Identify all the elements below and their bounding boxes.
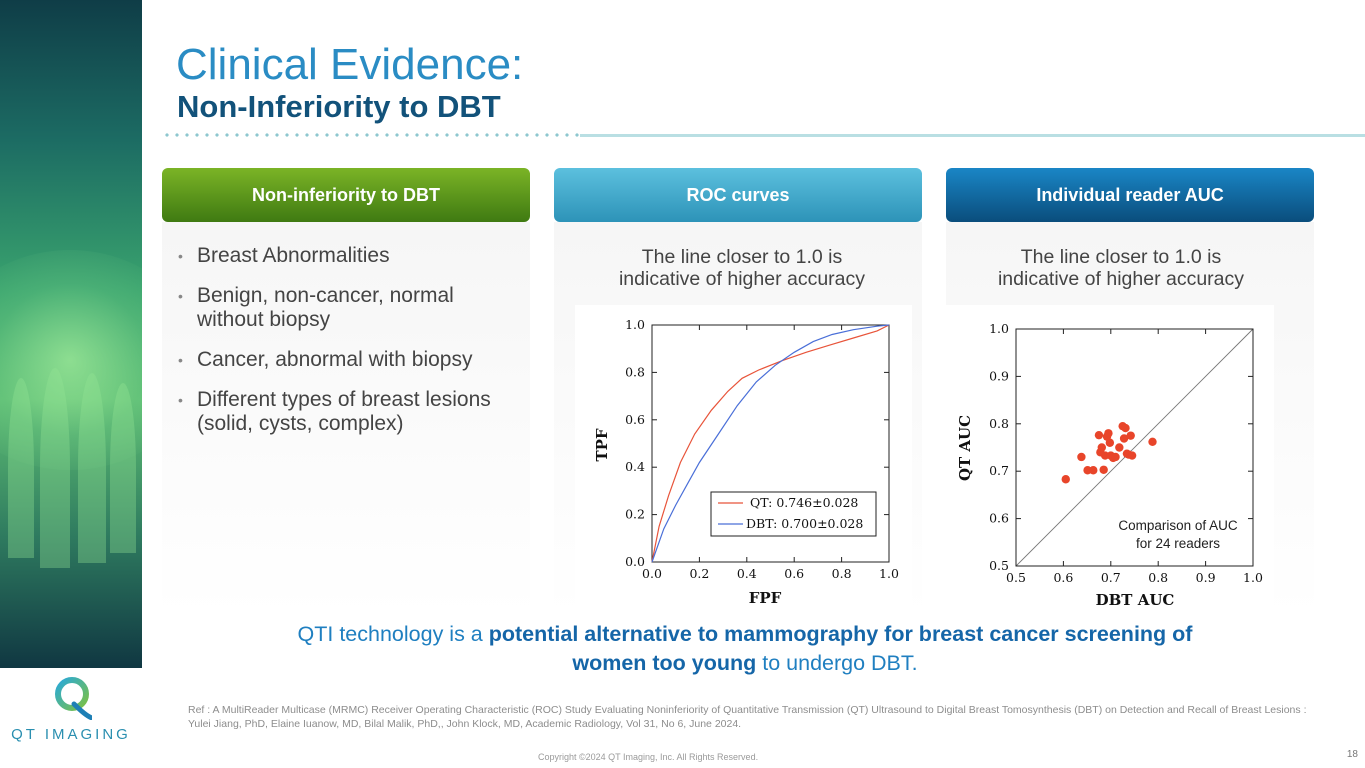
auc-y-tick-label: 1.0 xyxy=(989,321,1009,336)
roc-x-tick-label: 1.0 xyxy=(879,566,899,581)
roc-y-label: TPF xyxy=(593,428,611,461)
reader-auc-point xyxy=(1126,431,1135,440)
reader-auc-point xyxy=(1061,475,1070,484)
roc-legend-dbt: DBT: 0.700±0.028 xyxy=(746,516,863,531)
reader-auc-point xyxy=(1099,465,1108,474)
reader-auc-point xyxy=(1121,423,1130,433)
reader-auc-point xyxy=(1097,443,1106,452)
roc-x-tick-label: 0.2 xyxy=(689,566,709,581)
dotted-divider xyxy=(162,132,582,138)
roc-legend-qt: QT: 0.746±0.028 xyxy=(750,495,858,510)
roc-y-tick-label: 1.0 xyxy=(625,317,645,332)
roc-legend-box xyxy=(710,491,877,537)
reader-auc-point xyxy=(1094,430,1104,440)
page-title: Clinical Evidence: xyxy=(176,40,524,89)
roc-series-qt xyxy=(651,324,890,563)
reader-auc-point xyxy=(1104,429,1113,438)
title-rule xyxy=(580,134,1365,137)
auc-x-tick-label: 0.7 xyxy=(1101,570,1121,585)
bullet-item: • Cancer, abnormal with biopsy xyxy=(178,348,473,371)
reader-auc-point xyxy=(1115,443,1124,452)
column-header-non-inferiority: Non-inferiority to DBT xyxy=(162,168,530,222)
auc-y-label: QT AUC xyxy=(956,415,974,481)
company-logo: QT IMAGING xyxy=(0,668,142,768)
panel-non-inferiority xyxy=(162,222,530,617)
auc-x-tick-label: 0.9 xyxy=(1196,570,1216,585)
roc-y-tick-label: 0.8 xyxy=(625,364,645,379)
reader-auc-chart: 0.5 0.6 0.7 0.8 0.9 1.0 0.5 0.6 0.7 0.8 0.9 1.0 Com… xyxy=(946,305,1274,613)
bullet-list: • Breast Abnormalities • Benign, non-cance… xyxy=(176,244,526,452)
auc-y-tick-label: 0.9 xyxy=(989,368,1009,383)
reader-auc-point xyxy=(1077,452,1086,462)
roc-y-tick-label: 0.0 xyxy=(625,554,645,569)
reader-auc-point xyxy=(1089,466,1098,475)
reader-auc-point xyxy=(1127,451,1137,460)
reader-auc-chart-svg: 0.5 0.6 0.7 0.8 0.9 1.0 0.5 0.6 0.7 0.8 0.9 1.0 Com… xyxy=(956,321,1263,609)
copyright-notice: Copyright ©2024 QT Imaging, Inc. All Rig… xyxy=(538,752,759,762)
key-statement: QTI technology is a potential alternativ… xyxy=(297,622,1193,675)
reader-auc-point xyxy=(1105,438,1115,447)
reader-auc-point xyxy=(1119,434,1129,443)
auc-x-tick-label: 0.6 xyxy=(1053,570,1073,585)
auc-x-tick-label: 0.8 xyxy=(1148,570,1168,585)
auc-reference-line xyxy=(1015,328,1254,567)
roc-y-tick-label: 0.4 xyxy=(625,459,645,474)
roc-y-tick-label: 0.2 xyxy=(625,507,645,522)
roc-x-tick-label: 0.0 xyxy=(642,566,662,581)
column-header-reader-auc: Individual reader AUC xyxy=(946,168,1314,222)
page-number: 18 xyxy=(1346,749,1358,760)
auc-x-tick-label: 1.0 xyxy=(1243,570,1263,585)
roc-chart-svg: 0.0 0.2 0.4 0.6 0.8 1.0 0.0 0.2 0.4 0.6 0.8 1.0 FPF… xyxy=(593,317,899,607)
roc-series-dbt xyxy=(651,324,890,563)
bullet-item: • Breast Abnormalities xyxy=(178,244,390,267)
auc-plot-frame xyxy=(1015,328,1254,567)
page-subtitle: Non-Inferiority to DBT xyxy=(177,89,501,124)
auc-x-tick-label: 0.5 xyxy=(1006,570,1026,585)
roc-x-tick-label: 0.8 xyxy=(832,566,852,581)
auc-annotation-line1: Comparison of AUC xyxy=(1118,518,1238,533)
reader-auc-point xyxy=(1148,437,1157,447)
auc-y-tick-label: 0.6 xyxy=(989,511,1009,526)
roc-y-tick-label: 0.6 xyxy=(625,412,645,427)
decorative-sidebar: QT IMAGING xyxy=(0,0,142,768)
auc-annotation-line2: for 24 readers xyxy=(1136,536,1220,551)
auc-y-tick-label: 0.8 xyxy=(989,416,1009,431)
auc-y-tick-label: 0.5 xyxy=(989,558,1009,573)
auc-caption: The line closer to 1.0 is indicative of … xyxy=(997,246,1245,290)
roc-chart: 0.0 0.2 0.4 0.6 0.8 1.0 0.0 0.2 0.4 0.6 0.8 1.0 FPF… xyxy=(575,305,912,613)
roc-caption: The line closer to 1.0 is indicative of … xyxy=(618,246,866,290)
roc-x-tick-label: 0.4 xyxy=(737,566,757,581)
reference-citation: Ref : A MultiReader Multicase (MRMC) Rec… xyxy=(188,704,1307,730)
reader-auc-point xyxy=(1111,452,1120,462)
column-header-roc: ROC curves xyxy=(554,168,922,222)
bullet-item: • Benign, non-cancer, normal without biop… xyxy=(178,284,454,331)
auc-x-label: DBT AUC xyxy=(1096,591,1175,609)
logo-text: QT IMAGING xyxy=(11,726,131,743)
roc-plot-frame xyxy=(651,324,890,563)
roc-x-label: FPF xyxy=(749,589,782,607)
roc-x-tick-label: 0.6 xyxy=(784,566,804,581)
auc-y-tick-label: 0.7 xyxy=(989,463,1009,478)
qt-logo-icon xyxy=(55,677,92,720)
bullet-item: • Different types of breast lesions (soli… xyxy=(178,388,491,435)
